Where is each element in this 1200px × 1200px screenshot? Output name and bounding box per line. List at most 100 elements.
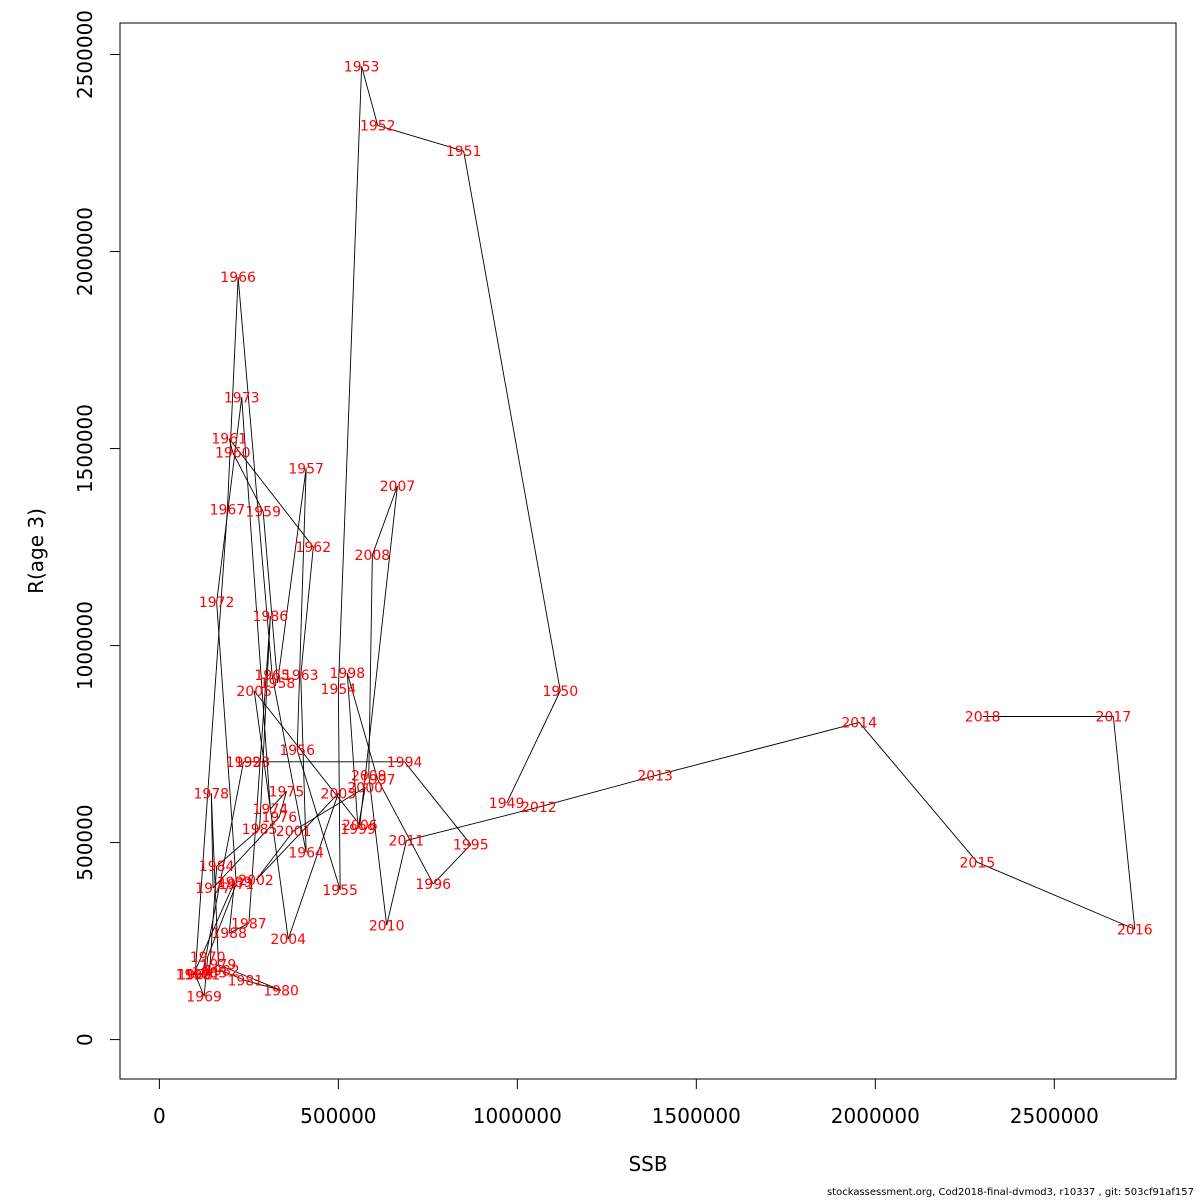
point-label-1952: 1952 bbox=[360, 118, 396, 134]
series-path bbox=[192, 66, 1136, 997]
point-label-1997: 1997 bbox=[360, 773, 396, 789]
point-label-1966: 1966 bbox=[220, 270, 256, 286]
point-label-1955: 1955 bbox=[322, 883, 358, 899]
series-segment bbox=[346, 673, 359, 829]
point-label-2009: 2009 bbox=[351, 769, 387, 785]
point-label-1990: 1990 bbox=[176, 968, 212, 984]
point-label-2002: 2002 bbox=[238, 873, 274, 889]
series-segment bbox=[237, 277, 273, 676]
x-axis-title: SSB bbox=[628, 1152, 667, 1176]
point-label-1968: 1968 bbox=[177, 968, 213, 984]
series-segment bbox=[538, 775, 656, 808]
point-labels: 1949 1950 1951 1952 1953 1954 1955 1956 1957 1958… bbox=[176, 59, 1153, 1005]
series-segment bbox=[386, 840, 407, 926]
series-segment bbox=[241, 397, 271, 810]
series-segment bbox=[228, 438, 234, 453]
point-label-1993: 1993 bbox=[235, 755, 271, 771]
point-label-1995: 1995 bbox=[453, 838, 489, 854]
point-label-2015: 2015 bbox=[960, 855, 996, 871]
point-label-2005: 2005 bbox=[236, 684, 272, 700]
point-label-2007: 2007 bbox=[380, 479, 416, 495]
series-segment bbox=[406, 806, 539, 842]
series-segment bbox=[377, 125, 464, 152]
point-label-1977: 1977 bbox=[195, 881, 231, 897]
point-label-1970: 1970 bbox=[190, 950, 226, 966]
series-segment bbox=[194, 974, 205, 997]
x-tick-label: 1000000 bbox=[473, 1104, 562, 1128]
series-segment bbox=[245, 980, 282, 991]
point-label-2008: 2008 bbox=[355, 548, 391, 564]
x-tick-label: 0 bbox=[153, 1104, 166, 1128]
series-segment bbox=[228, 881, 235, 934]
series-segment bbox=[255, 793, 339, 881]
series-segment bbox=[253, 690, 289, 940]
point-label-2003: 2003 bbox=[321, 786, 357, 802]
point-label-2013: 2013 bbox=[637, 769, 673, 785]
x-axis: 0 500000 1000000 1500000 2000000 2500000 bbox=[153, 1078, 1099, 1128]
point-label-1969: 1969 bbox=[186, 989, 222, 1005]
point-label-1957: 1957 bbox=[288, 461, 324, 477]
point-label-1978: 1978 bbox=[193, 786, 229, 802]
x-tick-label: 1500000 bbox=[652, 1104, 741, 1128]
series-segment bbox=[655, 721, 860, 777]
point-label-1971: 1971 bbox=[219, 877, 255, 893]
point-label-1994: 1994 bbox=[387, 755, 423, 771]
point-label-2014: 2014 bbox=[841, 715, 877, 731]
series-segment bbox=[404, 761, 472, 845]
point-label-2016: 2016 bbox=[1117, 922, 1153, 938]
series-segment bbox=[368, 775, 388, 926]
point-label-1951: 1951 bbox=[446, 144, 482, 160]
y-tick-label: 1500000 bbox=[73, 404, 97, 493]
point-label-1985: 1985 bbox=[242, 822, 278, 838]
series-segment bbox=[226, 277, 239, 510]
x-tick-label: 2500000 bbox=[1010, 1104, 1099, 1128]
series-segment bbox=[192, 881, 235, 975]
y-tick-label: 2000000 bbox=[73, 207, 97, 296]
series-segment bbox=[463, 150, 561, 691]
series-segment bbox=[194, 509, 228, 975]
plot-frame bbox=[119, 22, 1177, 1080]
footer-credit: stockassessment.org, Cod2018-final-dvmod… bbox=[826, 1187, 1194, 1198]
point-label-2006: 2006 bbox=[342, 818, 378, 834]
series-segment bbox=[216, 602, 237, 884]
series-segment bbox=[259, 615, 271, 829]
point-label-1956: 1956 bbox=[279, 743, 315, 759]
point-label-1958: 1958 bbox=[260, 676, 296, 692]
series-segment bbox=[218, 964, 282, 991]
point-label-2011: 2011 bbox=[389, 834, 425, 850]
point-label-1999: 1999 bbox=[340, 822, 376, 838]
point-label-1976: 1976 bbox=[261, 810, 297, 826]
point-label-1984: 1984 bbox=[199, 859, 235, 875]
series-segment bbox=[300, 547, 314, 676]
point-label-1961: 1961 bbox=[211, 432, 247, 448]
point-label-1992: 1992 bbox=[226, 755, 262, 771]
point-label-1972: 1972 bbox=[199, 595, 235, 611]
series-segment bbox=[270, 791, 287, 810]
point-label-1960: 1960 bbox=[215, 445, 251, 461]
series-segment bbox=[262, 511, 278, 684]
point-label-2000: 2000 bbox=[347, 780, 383, 796]
point-label-1973: 1973 bbox=[224, 390, 260, 406]
point-label-1991: 1991 bbox=[185, 968, 221, 984]
series-segment bbox=[296, 468, 307, 750]
point-label-1981: 1981 bbox=[227, 973, 263, 989]
point-label-1965: 1965 bbox=[254, 668, 290, 684]
series-segment bbox=[253, 690, 361, 826]
series-segment bbox=[506, 690, 561, 804]
series-segment bbox=[216, 828, 260, 867]
point-label-1982: 1982 bbox=[204, 964, 240, 980]
point-label-1980: 1980 bbox=[263, 983, 299, 999]
y-tick-label: 2500000 bbox=[73, 10, 97, 99]
point-label-2001: 2001 bbox=[276, 824, 312, 840]
point-label-1989: 1989 bbox=[217, 875, 253, 891]
y-axis: 0 500000 1000000 1500000 2000000 2500000 bbox=[73, 10, 121, 1046]
series-segment bbox=[209, 970, 223, 974]
series-segment bbox=[293, 787, 366, 832]
series-segment bbox=[287, 793, 339, 940]
point-label-1987: 1987 bbox=[231, 916, 267, 932]
series-segment bbox=[221, 970, 246, 981]
point-label-1967: 1967 bbox=[210, 503, 246, 519]
y-tick-label: 1000000 bbox=[73, 601, 97, 690]
series-segment bbox=[271, 675, 307, 853]
